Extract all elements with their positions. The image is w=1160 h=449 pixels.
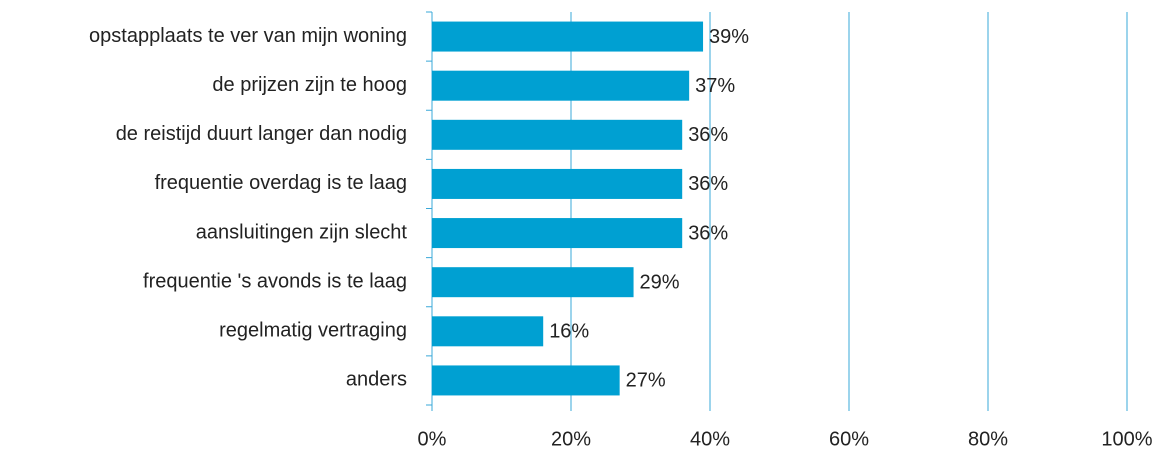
y-tick-label: frequentie 's avonds is te laag xyxy=(143,270,407,292)
bar xyxy=(432,168,683,199)
x-tick-label: 20% xyxy=(551,428,591,449)
y-tick-label: regelmatig vertraging xyxy=(219,320,407,342)
bar xyxy=(432,218,683,249)
bar xyxy=(432,267,634,298)
value-label: 37% xyxy=(695,75,735,97)
value-label: 27% xyxy=(626,370,666,392)
value-label: 29% xyxy=(640,271,680,293)
value-label: 36% xyxy=(688,124,728,146)
x-tick-label: 100% xyxy=(1101,428,1152,449)
value-label: 39% xyxy=(709,26,749,48)
bar xyxy=(432,119,683,150)
y-tick-label: de reistijd duurt langer dan nodig xyxy=(116,123,407,145)
x-tick-label: 0% xyxy=(418,428,447,449)
y-tick-label: aansluitingen zijn slecht xyxy=(196,221,408,243)
y-tick-label: frequentie overdag is te laag xyxy=(155,172,407,194)
bar xyxy=(432,21,704,52)
value-label: 36% xyxy=(688,222,728,244)
bar xyxy=(432,316,544,347)
y-tick-label: anders xyxy=(346,369,407,391)
value-label: 16% xyxy=(549,321,589,343)
y-tick-label: opstapplaats te ver van mijn woning xyxy=(89,25,407,47)
y-tick-label: de prijzen zijn te hoog xyxy=(212,74,407,96)
value-label: 36% xyxy=(688,173,728,195)
x-tick-label: 80% xyxy=(968,428,1008,449)
x-tick-label: 40% xyxy=(690,428,730,449)
bar xyxy=(432,365,620,396)
bar xyxy=(432,70,690,101)
x-tick-label: 60% xyxy=(829,428,869,449)
